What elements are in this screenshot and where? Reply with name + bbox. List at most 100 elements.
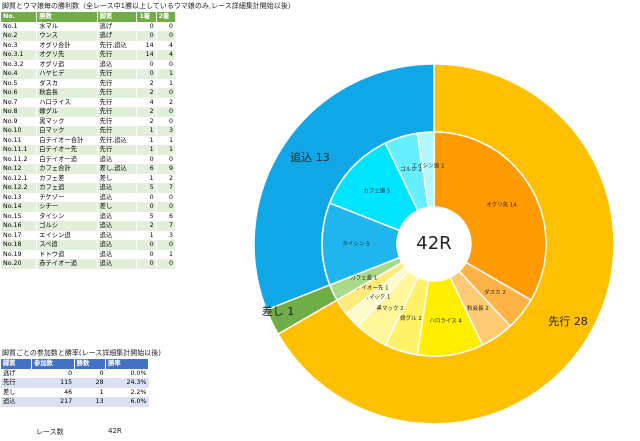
- wins-table-row: No.11.2 白テイオー追 追込 0 0: [1, 154, 177, 164]
- wins-table-cell: No.3.1: [1, 50, 38, 60]
- wins-table-row: No.15 タイシン 追込 5 6: [1, 211, 177, 221]
- wins-table-cell: 追込: [97, 221, 138, 231]
- wins-table-cell: No.1: [1, 21, 38, 31]
- wins-table-row: No.14 シチー 差し 0 0: [1, 202, 177, 212]
- wins-table-cell: 2: [136, 88, 157, 98]
- wins-table-cell: No.6: [1, 88, 38, 98]
- style-table-cell: 13: [74, 397, 106, 407]
- wins-table: No. 勝数 脚質 1着 2着 No.1 水マル 逃げ 0 0 No.2 ウンス 逃げ 0 0 No.3 オグ…: [1, 12, 177, 269]
- wins-table-cell: 1: [136, 173, 157, 183]
- wins-table-cell: 差し: [97, 173, 138, 183]
- style-table-cell: 46: [64, 388, 73, 396]
- style-table-cell: 追込: [1, 397, 32, 407]
- wins-table-cell: 水マル: [36, 21, 98, 31]
- wins-table-row: No.17 エイシン追 追込 1 3: [1, 230, 177, 240]
- wins-table-cell: 6: [156, 211, 177, 221]
- style-table-row: 追込 217 13 6.0%: [1, 397, 149, 407]
- style-table-cell: 6.0%: [105, 397, 149, 407]
- wins-table-cell: 0: [136, 202, 157, 212]
- wins-table-cell: 1: [156, 135, 177, 145]
- wins-table-row: No.7 ハロライス 先行 4 2: [1, 97, 177, 107]
- style-table-body: 逃げ 0 0 0.0% 先行 115 28 24.3% 差し 46 1 2.2% 追込 217 13 6.0%: [1, 369, 149, 407]
- wins-table-cell: 2: [136, 78, 157, 88]
- wins-table-cell: No.3: [1, 40, 38, 50]
- wins-table-cell: No.14: [1, 202, 38, 212]
- style-table-cell: 1: [99, 388, 104, 396]
- wins-table-header-cell: 勝数: [36, 12, 98, 22]
- wins-table-cell: 0: [156, 202, 177, 212]
- wins-table-cell: No.4: [1, 69, 38, 79]
- wins-table-cell: オグリ先: [36, 50, 98, 60]
- wins-table-cell: 1: [156, 78, 177, 88]
- style-table-cell: 差し: [3, 388, 16, 396]
- wins-table-cell: 追込: [97, 249, 138, 259]
- style-table-row: 先行 115 28 24.3%: [1, 378, 149, 388]
- inner-slice-label: オグリ先 14: [486, 201, 517, 209]
- wins-table-row: No.2 ウンス 逃げ 0 0: [1, 31, 177, 41]
- wins-table-cell: 差し,追込: [97, 164, 138, 174]
- wins-table-cell: No.3.2: [1, 59, 38, 69]
- sheet-title: 脚質とウマ娘毎の勝利数（全レース中1勝以上しているウマ娘のみ,レース詳細集計開始…: [2, 2, 295, 10]
- wins-table-cell: オグリ合計: [36, 40, 98, 50]
- wins-table-row: No.12.1 カフェ差 差し 1 2: [1, 173, 177, 183]
- outer-label-oikomi: 追込 13: [290, 150, 330, 164]
- style-table-title: 脚質ごとの参加数と勝率(レース詳細集計開始以後): [2, 349, 162, 357]
- wins-table-cell: 追込: [97, 59, 138, 69]
- wins-table-cell: 0: [136, 69, 157, 79]
- wins-table-row: No.11 白テイオー合計 先行,追込 1 1: [1, 135, 177, 145]
- wins-table-cell: No.17: [1, 230, 38, 240]
- style-table-cell: 0: [99, 369, 104, 377]
- inner-slice-label: カフェ追 5: [363, 186, 391, 194]
- style-table-row: 逃げ 0 0 0.0%: [1, 369, 149, 379]
- wins-table-cell: 秋会長: [36, 88, 98, 98]
- center-hole: [397, 207, 471, 281]
- wins-table-cell: 先行: [97, 69, 138, 79]
- wins-table-cell: 0: [136, 259, 157, 269]
- wins-table-cell: No.11: [1, 135, 38, 145]
- wins-table-cell: 14: [136, 50, 157, 60]
- wins-table-cell: 白テイオー追: [36, 154, 98, 164]
- wins-table-row: No.8 嫁グル 先行 2 0: [1, 107, 177, 117]
- wins-table-cell: 0: [156, 240, 177, 250]
- wins-table-row: No.13 チケゾー 追込 0 0: [1, 192, 177, 202]
- wins-table-row: No.3 オグリ合計 先行,追込 14 4: [1, 40, 177, 50]
- wins-table-cell: 0: [136, 59, 157, 69]
- wins-table-cell: 嫁グル: [36, 107, 98, 117]
- wins-table-cell: 2: [136, 116, 157, 126]
- style-table-row: 差し 46 1 2.2%: [1, 388, 149, 398]
- wins-table-cell: 0: [156, 154, 177, 164]
- wins-table-cell: No.8: [1, 107, 38, 117]
- wins-table-body: No.1 水マル 逃げ 0 0 No.2 ウンス 逃げ 0 0 No.3 オグリ合計 先行,追込 14 4 N…: [1, 21, 177, 269]
- inner-slice-label: カフェ差 1: [350, 273, 377, 281]
- wins-table-row: No.16 ゴルシ 追込 2 7: [1, 221, 177, 231]
- wins-table-cell: No.13: [1, 192, 38, 202]
- inner-slice-label: 白テイオー先 1: [350, 283, 388, 291]
- wins-table-cell: シチー: [36, 202, 98, 212]
- wins-table-cell: 0: [156, 59, 177, 69]
- wins-table-cell: 白マック: [36, 126, 98, 136]
- wins-table-cell: 先行: [97, 88, 138, 98]
- wins-table-cell: カフェ追: [36, 183, 98, 193]
- wins-table-cell: 5: [136, 183, 157, 193]
- wins-table-cell: カフェ差: [36, 173, 98, 183]
- wins-table-cell: 0: [156, 31, 177, 41]
- wins-table-cell: No.12.2: [1, 183, 38, 193]
- wins-table-cell: オグリ追: [36, 59, 98, 69]
- wins-table-cell: 2: [156, 173, 177, 183]
- wins-table-cell: 差し: [97, 202, 138, 212]
- wins-table-cell: No.18: [1, 240, 38, 250]
- style-table-cell: 逃げ: [3, 369, 16, 377]
- wins-table-cell: カフェ合計: [36, 164, 98, 174]
- inner-slice-label: ダスカ 2: [484, 288, 506, 296]
- wins-table-cell: 追込: [97, 211, 138, 221]
- wins-table-cell: 追込: [97, 183, 138, 193]
- wins-table-cell: 4: [156, 40, 177, 50]
- wins-table-cell: 0: [156, 107, 177, 117]
- wins-table-row: No.9 黒マック 先行 2 0: [1, 116, 177, 126]
- wins-table-row: No.18 スペ追 追込 0 0: [1, 240, 177, 250]
- wins-table-cell: 追込: [97, 154, 138, 164]
- wins-table-cell: 追込: [97, 230, 138, 240]
- wins-table-cell: 5: [136, 211, 157, 221]
- wins-table-row: No.11.1 白テイオー先 先行 1 1: [1, 145, 177, 155]
